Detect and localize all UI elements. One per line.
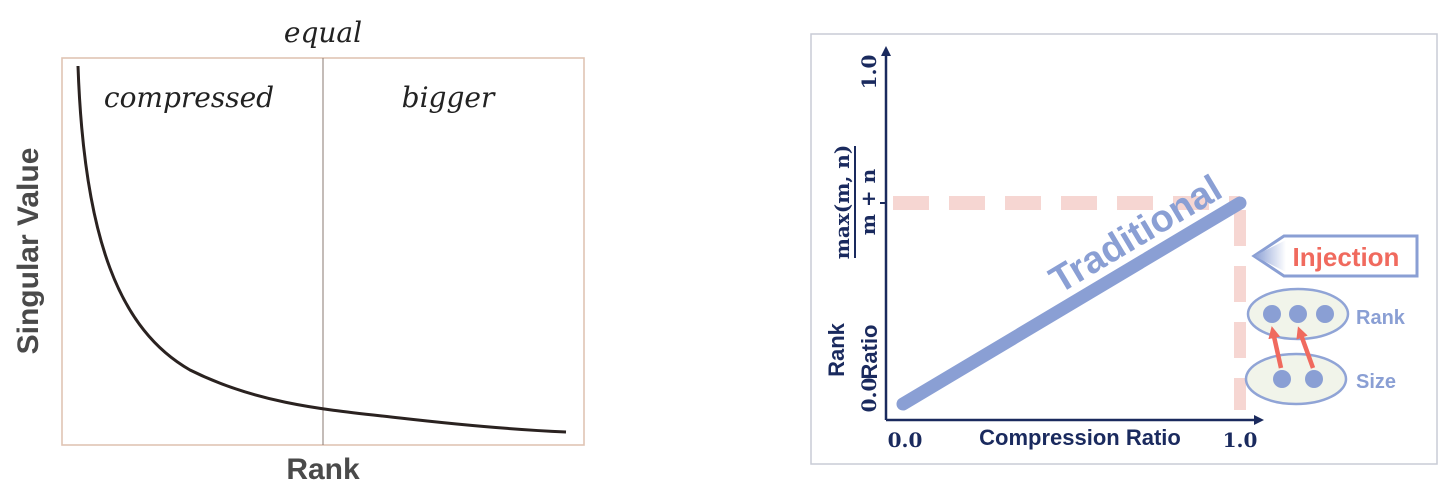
traditional-line-label: Traditional: [1043, 167, 1230, 301]
rank-dot: [1316, 305, 1334, 323]
right-x-tick-0: 0.0: [888, 428, 923, 452]
size-ellipse: [1244, 352, 1348, 406]
rank-dot: [1263, 305, 1281, 323]
bigger-region-label: bigger: [402, 81, 496, 114]
size-label: Size: [1356, 371, 1396, 393]
compressed-region-label: compressed: [104, 81, 274, 114]
equal-label: equal: [284, 16, 362, 49]
injection-arrow-icon: [1254, 240, 1286, 272]
right-panel-frame: [810, 33, 1438, 465]
traditional-line: [896, 196, 1247, 411]
right-y-tick-0: 0.0: [857, 378, 881, 413]
max-ratio-fraction: max(m, n) m + n: [830, 145, 880, 260]
left-y-axis-label: Singular Value: [12, 148, 45, 355]
injection-frame: [1251, 234, 1419, 278]
left-panel: equal compressed bigger Rank Singular Va…: [12, 16, 585, 486]
right-panel: Traditional 0.0 1.0 max(m, n) m + n Rank…: [810, 33, 1438, 465]
injection-label: Injection: [1293, 242, 1400, 272]
right-x-tick-1: 1.0: [1223, 428, 1258, 452]
size-dot: [1273, 370, 1291, 388]
right-y-axis-label-line2: Ratio: [857, 325, 882, 380]
right-x-axis-label: Compression Ratio: [979, 425, 1181, 450]
rank-dot: [1289, 305, 1307, 323]
singular-value-curve: [76, 65, 567, 434]
right-y-tick-1: 1.0: [857, 55, 881, 90]
rank-label: Rank: [1356, 307, 1406, 329]
left-x-axis-label: Rank: [286, 453, 360, 486]
right-y-axis-label-line1: Rank: [824, 322, 849, 377]
injection-arrow-right: [1296, 326, 1316, 369]
fraction-numerator: max(m, n): [830, 145, 854, 260]
injection-callout: Injection: [1251, 234, 1419, 278]
injection-arrow-left: [1268, 326, 1284, 369]
size-dot: [1305, 370, 1323, 388]
fraction-denominator: m + n: [856, 168, 880, 235]
